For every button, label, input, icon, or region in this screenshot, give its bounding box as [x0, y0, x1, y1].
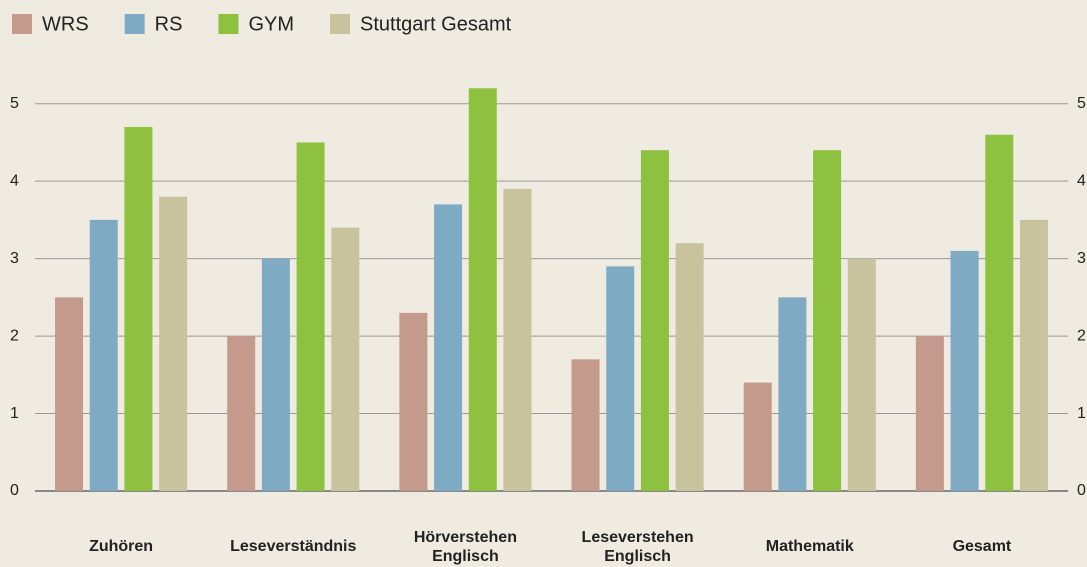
y-tick-label: 0: [10, 482, 19, 499]
bar: [950, 250, 979, 491]
x-tick-line: Leseverständnis: [230, 538, 356, 555]
bar: [503, 188, 532, 491]
y-tick-label: 1: [10, 405, 19, 422]
x-tick-label: Leseverständnis: [230, 538, 356, 555]
y-tick-label: 4: [10, 172, 19, 189]
bar: [159, 196, 188, 491]
legend-swatch: [330, 14, 351, 34]
bar: [296, 142, 325, 492]
bar: [89, 219, 118, 491]
y2-tick-label: 4: [1077, 172, 1086, 189]
bar: [468, 88, 497, 492]
x-tick-label: Gesamt: [953, 538, 1012, 555]
y2-tick-label: 0: [1077, 482, 1086, 499]
bar: [847, 258, 876, 491]
legend-swatch: [124, 14, 145, 34]
legend-swatch: [12, 14, 32, 34]
x-tick-label: Hörverstehen Englisch: [414, 529, 517, 565]
y-tick-label: 3: [10, 250, 19, 267]
bar: [640, 150, 669, 491]
bar: [261, 258, 290, 491]
legend-label: GYM: [248, 13, 294, 35]
x-tick-line: Hörverstehen: [414, 529, 517, 546]
x-tick-label: Leseverstehen Englisch: [582, 529, 694, 565]
legend-label: RS: [155, 13, 183, 35]
x-tick-line: Leseverstehen: [582, 529, 694, 546]
y-tick-label: 2: [10, 327, 19, 344]
bar: [399, 312, 428, 491]
x-tick-line: Englisch: [604, 548, 671, 565]
bar: [675, 243, 704, 491]
bar: [434, 204, 463, 491]
x-tick-line: Englisch: [432, 548, 499, 565]
bar: [571, 359, 600, 491]
bar: [227, 336, 256, 491]
x-tick-line: Zuhören: [89, 538, 153, 555]
bar: [124, 126, 153, 492]
y2-tick-label: 3: [1077, 250, 1086, 267]
y-tick-label: 5: [10, 95, 19, 112]
y2-tick-label: 2: [1077, 327, 1086, 344]
bar: [331, 227, 360, 491]
x-tick-line: Mathematik: [766, 538, 854, 555]
y2-tick-label: 5: [1077, 95, 1086, 112]
y2-tick-label: 1: [1077, 405, 1086, 422]
legend-swatch: [218, 14, 239, 34]
bar: [1019, 219, 1048, 491]
bar: [813, 150, 842, 491]
bar: [743, 382, 772, 491]
bar: [915, 336, 944, 491]
legend-label: Stuttgart Gesamt: [360, 13, 512, 35]
bar: [55, 297, 84, 491]
x-tick-line: Gesamt: [953, 538, 1012, 555]
bar: [778, 297, 807, 491]
legend-label: WRS: [42, 13, 89, 35]
x-tick-label: Mathematik: [766, 538, 854, 555]
x-tick-label: Zuhören: [89, 538, 153, 555]
bar: [606, 266, 635, 491]
bar: [985, 134, 1014, 491]
